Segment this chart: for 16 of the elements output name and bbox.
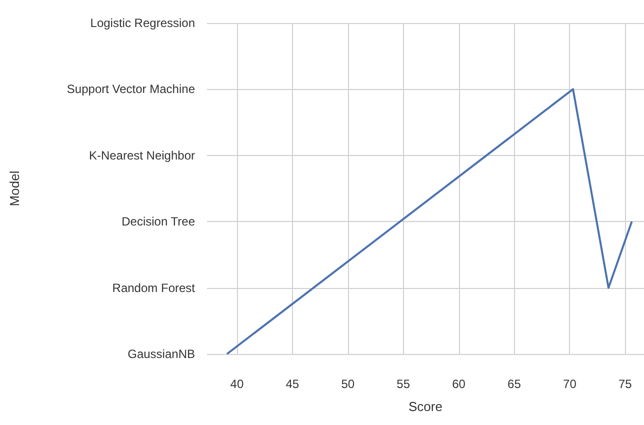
y-tick-label: Logistic Regression (90, 16, 195, 30)
x-tick-label: 50 (341, 377, 355, 391)
y-tick-label: Support Vector Machine (66, 82, 196, 96)
x-tick-label: 60 (452, 377, 466, 391)
x-tick-label: 55 (396, 377, 410, 391)
y-axis-title: Model (7, 170, 22, 206)
x-tick-label: 40 (230, 377, 244, 391)
x-tick-label: 45 (286, 377, 300, 391)
y-tick-label: Decision Tree (122, 214, 196, 229)
x-tick-label: 75 (618, 377, 632, 391)
y-tick-label: K-Nearest Neighbor (88, 148, 195, 162)
y-tick-label: Random Forest (112, 280, 196, 295)
x-tick-label: 65 (508, 377, 522, 391)
x-tick-label: 70 (563, 377, 577, 391)
x-axis-title: Score (408, 399, 442, 414)
y-tick-label: GaussianNB (128, 347, 195, 361)
